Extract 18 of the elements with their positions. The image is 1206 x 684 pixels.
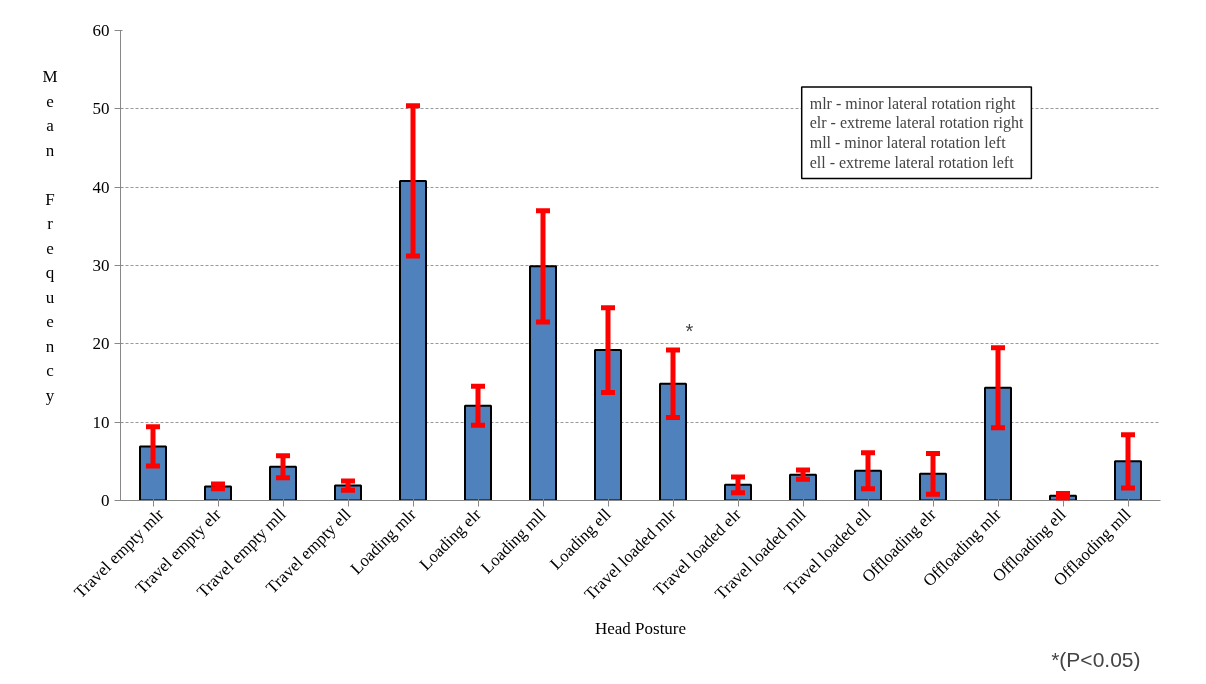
bar — [594, 349, 622, 501]
bar — [529, 265, 557, 501]
annotation: mlr - minor lateral rotation right elr - extreme lateral rotation right mll - minor lateral rotation left ell - extreme lateral rotation left — [809, 94, 1024, 171]
annotation: * — [685, 320, 694, 343]
y-tick-label: 50 — [92, 99, 110, 119]
bar — [464, 404, 492, 501]
bar — [659, 382, 687, 501]
y-tick-label: 40 — [92, 177, 110, 197]
y-tick-label: 10 — [92, 412, 110, 432]
text: Mean Frequency — [42, 67, 58, 405]
y-tick-label: 20 — [92, 334, 110, 354]
text: *(P<0.05) — [1051, 647, 1141, 671]
x-axis-title: Head Posture — [594, 618, 687, 638]
y-tick-label: 60 — [92, 21, 110, 40]
bar — [399, 179, 427, 501]
bar — [984, 386, 1012, 501]
y-tick-label: 30 — [92, 256, 110, 275]
y-tick-label: 0 — [101, 491, 110, 510]
